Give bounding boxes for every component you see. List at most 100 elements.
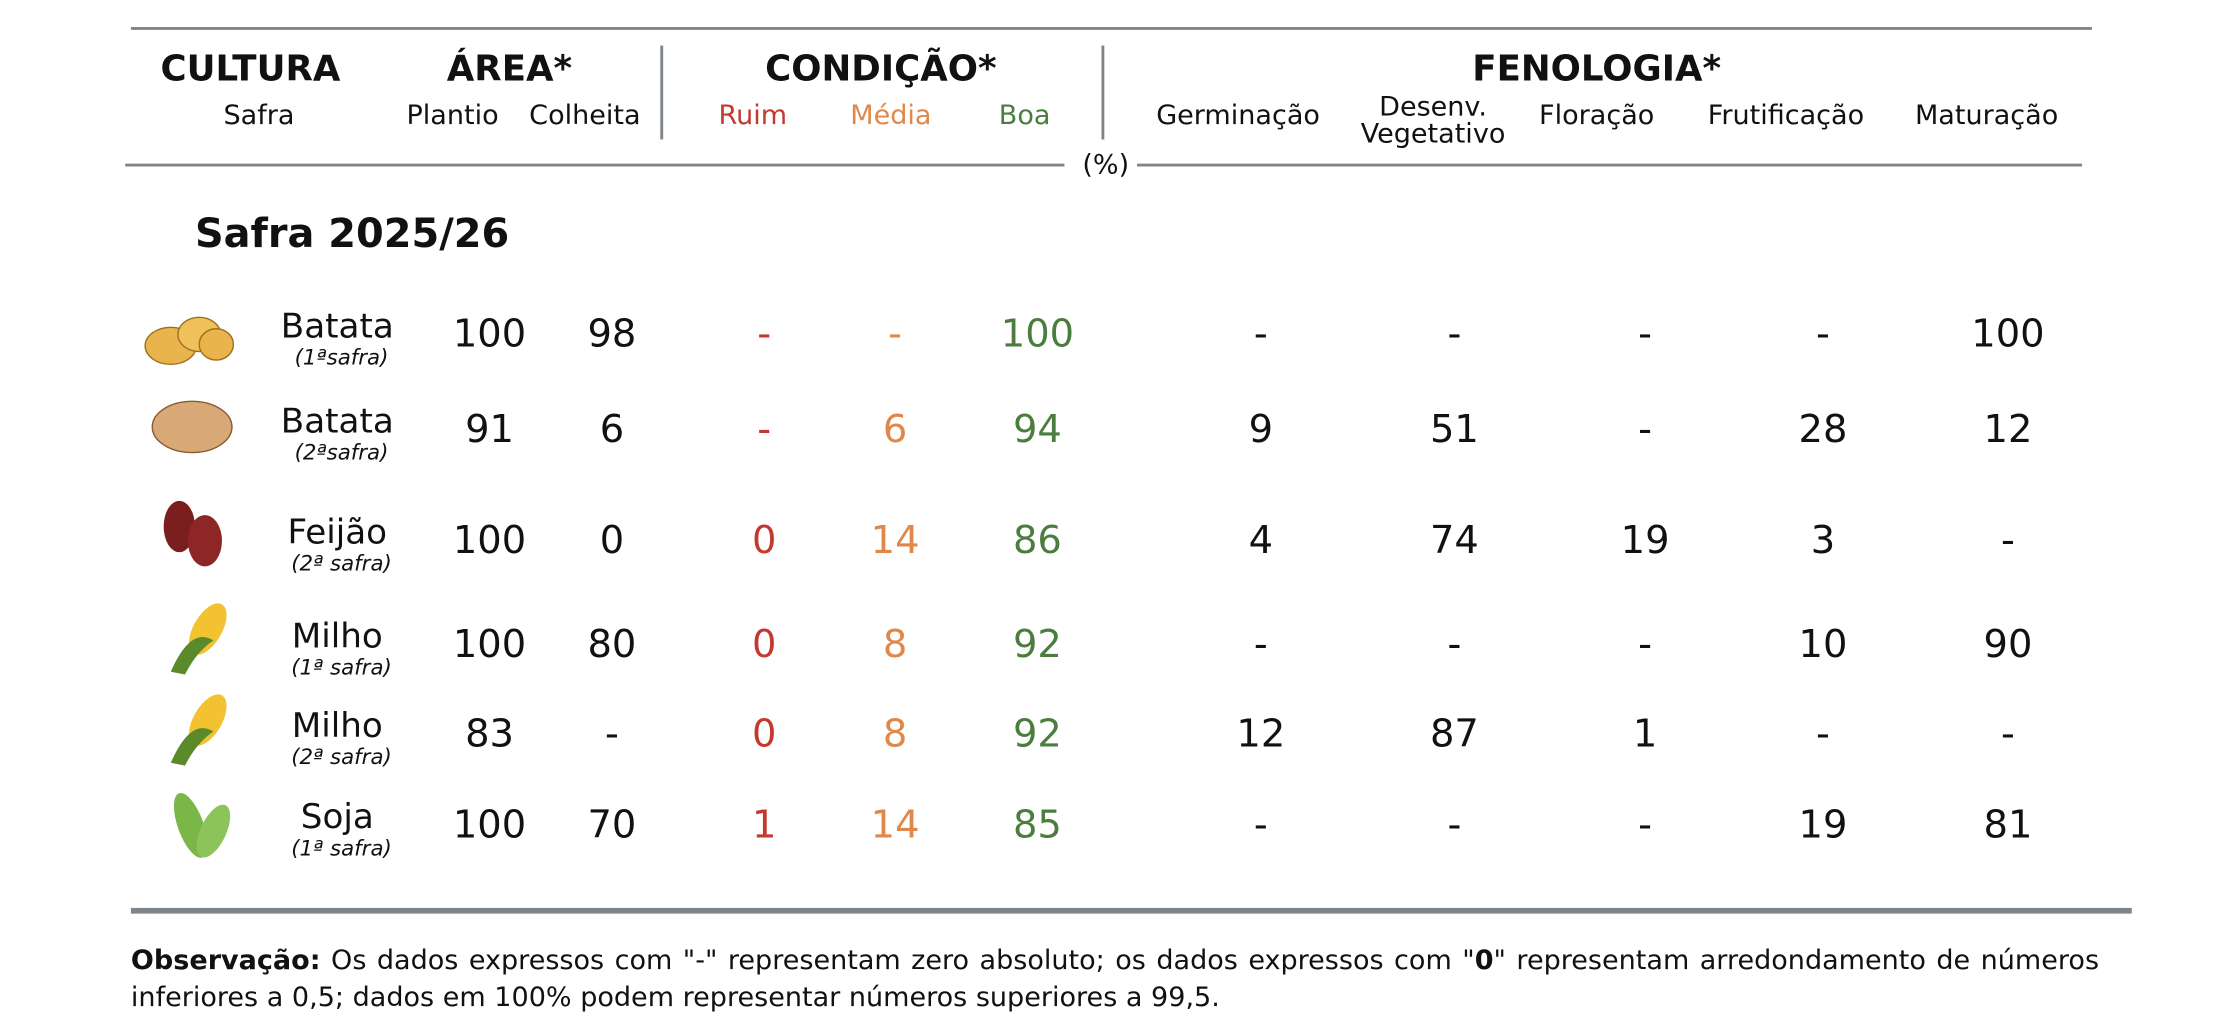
cell-value: 86 bbox=[1012, 518, 1062, 563]
crop-name: Batata bbox=[280, 401, 394, 442]
cell-value: 92 bbox=[1012, 622, 1062, 667]
corn-icon bbox=[170, 694, 227, 766]
cell-value: 28 bbox=[1798, 407, 1848, 452]
potato-icon bbox=[151, 400, 233, 454]
cell-value: - bbox=[2001, 712, 2015, 757]
bean-icon bbox=[163, 500, 223, 567]
column-header: Germinação bbox=[1156, 99, 1320, 131]
note-text: Os dados expressos com "-" representam z… bbox=[331, 944, 1475, 977]
cell-value: 10 bbox=[1798, 622, 1848, 667]
cell-value: - bbox=[1638, 312, 1653, 357]
cell-value: 8 bbox=[882, 622, 908, 667]
cell-value: 19 bbox=[1620, 518, 1670, 563]
cell-value: 87 bbox=[1429, 712, 1479, 757]
cell-value: - bbox=[604, 712, 619, 757]
cell-value: 100 bbox=[452, 312, 527, 357]
note-text: 0 bbox=[1474, 944, 1494, 977]
cell-value: 0 bbox=[751, 622, 777, 667]
cell-value: 14 bbox=[870, 518, 920, 563]
cell-value: 85 bbox=[1012, 803, 1062, 848]
cell-value: 70 bbox=[587, 803, 637, 848]
section-title: Safra 2025/26 bbox=[194, 209, 510, 257]
cell-value: - bbox=[757, 407, 772, 452]
cell-value: 100 bbox=[1971, 312, 2045, 357]
cell-value: 81 bbox=[1983, 803, 2033, 848]
cell-value: 74 bbox=[1429, 518, 1479, 563]
cell-value: 100 bbox=[1000, 312, 1075, 357]
cell-value: 80 bbox=[587, 622, 637, 667]
cell-value: 1 bbox=[1632, 712, 1658, 757]
cell-value: 9 bbox=[1248, 407, 1274, 452]
note: Observação: Os dados expressos com "-" r… bbox=[131, 942, 2099, 1016]
crop-name: Feijão bbox=[287, 512, 388, 553]
column-header: Ruim bbox=[718, 99, 788, 131]
crop-season: (1ª safra) bbox=[291, 654, 392, 681]
rule bbox=[130, 907, 2132, 914]
cell-value: 4 bbox=[1248, 518, 1274, 563]
cell-value: - bbox=[757, 312, 772, 357]
cell-value: 6 bbox=[882, 407, 908, 452]
cell-value: 14 bbox=[870, 803, 920, 848]
corn-icon bbox=[170, 603, 227, 675]
column-header: Floração bbox=[1539, 99, 1655, 131]
column-header: Média bbox=[850, 99, 932, 131]
crop-season: (2ª safra) bbox=[291, 550, 392, 577]
crop-season: (2ª safra) bbox=[291, 744, 392, 770]
cell-value: 6 bbox=[599, 407, 625, 452]
rule bbox=[125, 163, 1065, 167]
cell-value: 12 bbox=[1983, 407, 2033, 452]
cell-value: 100 bbox=[452, 622, 527, 667]
cell-value: 100 bbox=[452, 518, 527, 563]
cell-value: 51 bbox=[1429, 407, 1479, 452]
cell-value: - bbox=[1253, 312, 1268, 357]
cell-value: - bbox=[1638, 803, 1653, 848]
crop-name: Milho bbox=[291, 705, 383, 746]
column-header: Desenv. Vegetativo bbox=[1360, 91, 1506, 150]
group-header: CULTURA bbox=[160, 47, 341, 89]
cell-value: - bbox=[2001, 518, 2015, 563]
cell-value: 0 bbox=[599, 518, 625, 563]
cell-value: - bbox=[1638, 622, 1653, 667]
column-header: Plantio bbox=[406, 99, 499, 131]
cell-value: - bbox=[888, 312, 903, 357]
cell-value: 19 bbox=[1798, 803, 1848, 848]
cell-value: - bbox=[1253, 622, 1268, 667]
crop-season: (1ª safra) bbox=[291, 835, 392, 861]
column-header: Safra bbox=[223, 99, 295, 131]
cell-value: 92 bbox=[1012, 712, 1062, 757]
column-header: Colheita bbox=[529, 99, 641, 131]
crop-name: Batata bbox=[280, 305, 394, 346]
cell-value: 98 bbox=[587, 312, 637, 357]
unit: (%) bbox=[1082, 149, 1130, 181]
cell-value: 83 bbox=[465, 712, 514, 757]
divider bbox=[1101, 45, 1105, 140]
rule bbox=[130, 27, 2092, 30]
note-label: Observação: bbox=[130, 944, 321, 977]
cell-value: 8 bbox=[882, 712, 908, 757]
cell-value: - bbox=[1253, 803, 1268, 848]
cell-value: 0 bbox=[751, 712, 777, 757]
cell-value: 91 bbox=[465, 407, 514, 452]
cell-value: - bbox=[1447, 312, 1462, 357]
cell-value: 12 bbox=[1236, 712, 1286, 757]
column-header: Maturação bbox=[1914, 99, 2059, 131]
cell-value: 0 bbox=[751, 518, 777, 563]
crop-name: Milho bbox=[291, 616, 383, 657]
crop-season: (2ªsafra) bbox=[294, 439, 389, 466]
cell-value: - bbox=[1447, 622, 1462, 667]
group-header: FENOLOGIA* bbox=[1472, 47, 1722, 89]
cell-value: - bbox=[1447, 803, 1462, 848]
soy-icon bbox=[173, 792, 231, 858]
cell-value: 94 bbox=[1012, 407, 1062, 452]
group-header: ÁREA* bbox=[446, 47, 573, 89]
cell-value: - bbox=[1816, 312, 1830, 357]
cell-value: - bbox=[1816, 712, 1830, 757]
divider bbox=[660, 45, 664, 140]
column-header: Frutificação bbox=[1707, 99, 1865, 131]
column-header: Boa bbox=[998, 99, 1051, 131]
group-header: CONDIÇÃO* bbox=[765, 47, 997, 89]
cell-value: 90 bbox=[1983, 622, 2033, 667]
note-text: " representam arredondamento de números … bbox=[130, 944, 2100, 1014]
cell-value: 1 bbox=[751, 803, 777, 848]
cell-value: - bbox=[1638, 407, 1653, 452]
